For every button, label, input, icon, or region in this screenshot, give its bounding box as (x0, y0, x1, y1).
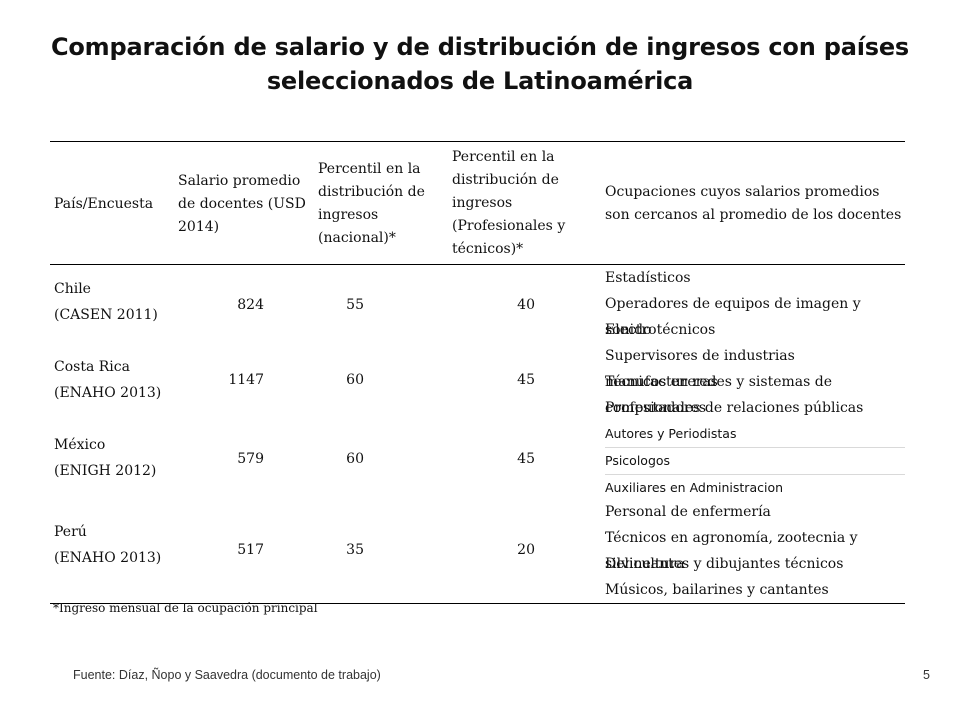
occupation-item: Músicos, bailarines y cantantes (605, 582, 829, 598)
header-percentile-national: Percentil en la distribución de ingresos… (318, 161, 425, 246)
survey-name: (ENAHO 2013) (54, 385, 162, 401)
source-citation: Fuente: Díaz, Ñopo y Saavedra (documento… (73, 668, 381, 682)
header-salary: Salario promedio de docentes (USD 2014) (178, 173, 306, 235)
percentile-professionals-value: 45 (517, 372, 535, 388)
country-cell: Costa Rica (ENAHO 2013) (54, 354, 161, 406)
country-cell: Chile (CASEN 2011) (54, 276, 158, 328)
salary-value: 824 (237, 297, 264, 313)
header-occupations: Ocupaciones cuyos salarios promedios son… (605, 184, 902, 223)
table-row-mexico: México (ENIGH 2012) 579 60 45 Autores y … (50, 421, 905, 499)
page-number: 5 (923, 668, 930, 682)
percentile-professionals-value: 40 (517, 297, 535, 313)
table-footnote: *Ingreso mensual de la ocupación princip… (53, 601, 318, 615)
table-header: País/Encuesta Salario promedio de docent… (50, 142, 905, 265)
title-line-1: Comparación de salario y de distribución… (50, 33, 910, 61)
occupation-item: Operadores de equipos de imagen y sonido (605, 296, 861, 338)
country-name: Costa Rica (54, 359, 130, 375)
country-name: Perú (54, 524, 87, 540)
occupation-item: Profesionales de relaciones públicas (605, 400, 864, 416)
table-row-costa-rica: Costa Rica (ENAHO 2013) 1147 60 45 Super… (50, 343, 905, 421)
occupation-item: Técnicos en redes y sistemas de computad… (605, 374, 833, 416)
occupation-item: Personal de enfermería (605, 504, 771, 520)
survey-name: (ENAHO 2013) (54, 550, 162, 566)
salary-value: 579 (237, 451, 264, 467)
percentile-national-value: 55 (346, 297, 364, 313)
percentile-national-value: 35 (346, 542, 364, 558)
occupation-item: Supervisores de industrias manufacturera… (605, 348, 795, 390)
occupations-list: Supervisores de industrias manufacturera… (605, 343, 905, 421)
survey-name: (CASEN 2011) (54, 307, 158, 323)
occupation-item: Estadísticos (605, 270, 691, 286)
occupations-list: Estadísticos Operadores de equipos de im… (605, 265, 905, 343)
percentile-national-value: 60 (346, 372, 364, 388)
occupation-item: Psicologos (605, 448, 905, 475)
country-name: Chile (54, 281, 91, 297)
occupations-list: Autores y Periodistas Psicologos Auxilia… (605, 421, 905, 501)
salary-value: 517 (237, 542, 264, 558)
country-name: México (54, 437, 106, 453)
header-percentile-professionals: Percentil en la distribución de ingresos… (452, 149, 566, 257)
country-cell: México (ENIGH 2012) (54, 432, 156, 484)
occupation-item: Auxiliares en Administracion (605, 480, 784, 495)
country-cell: Perú (ENAHO 2013) (54, 519, 161, 571)
comparison-table: País/Encuesta Salario promedio de docent… (50, 141, 905, 604)
percentile-professionals-value: 45 (517, 451, 535, 467)
occupation-item: Técnicos en agronomía, zootecnia y silvi… (605, 530, 858, 572)
survey-name: (ENIGH 2012) (54, 463, 157, 479)
percentile-national-value: 60 (346, 451, 364, 467)
percentile-professionals-value: 20 (517, 542, 535, 558)
header-country: País/Encuesta (54, 196, 154, 212)
salary-value: 1147 (228, 372, 264, 388)
occupations-list: Personal de enfermería Técnicos en agron… (605, 499, 905, 603)
title-line-2: seleccionados de Latinoamérica (266, 67, 694, 95)
occupation-item: Delineantes y dibujantes técnicos (605, 556, 844, 572)
occupation-item: Autores y Periodistas (605, 421, 905, 448)
occupation-item: Electrotécnicos (605, 322, 716, 338)
slide-title: Comparación de salario y de distribución… (40, 30, 920, 98)
table-row-peru: Perú (ENAHO 2013) 517 35 20 Personal de … (50, 499, 905, 603)
table-row-chile: Chile (CASEN 2011) 824 55 40 Estadístico… (50, 265, 905, 343)
